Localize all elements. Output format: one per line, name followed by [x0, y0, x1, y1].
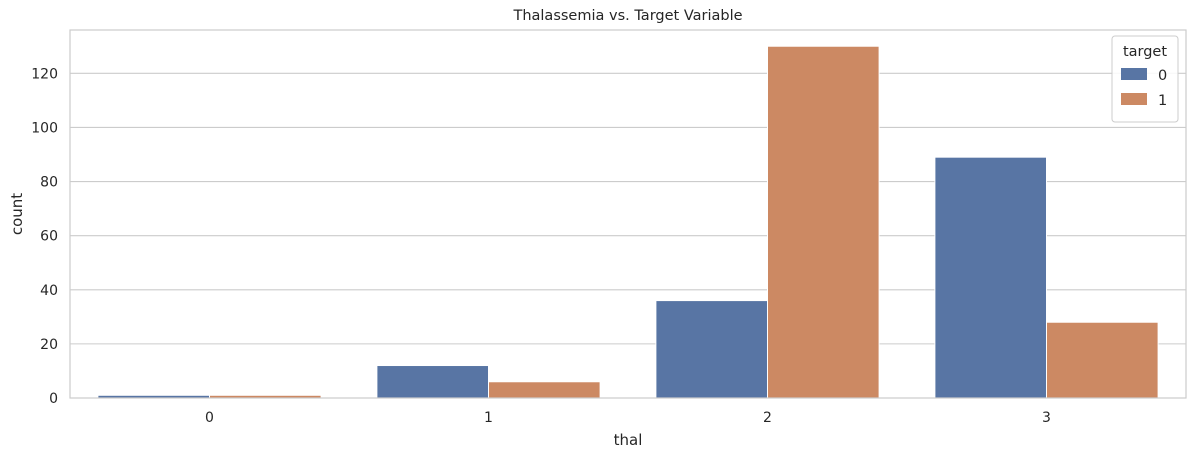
legend-items: 01: [1121, 68, 1167, 109]
x-tick-label: 2: [763, 410, 772, 426]
legend-swatch: [1121, 68, 1147, 80]
y-tick-label: 60: [40, 229, 58, 245]
y-tick-label: 0: [49, 391, 58, 407]
y-tick-label: 120: [31, 66, 58, 82]
bar: [376, 365, 489, 399]
bars: [97, 45, 1159, 399]
legend-title: target: [1123, 44, 1167, 60]
chart-title: Thalassemia vs. Target Variable: [512, 8, 742, 24]
y-axis-label: count: [8, 193, 26, 235]
x-tick-label: 3: [1042, 410, 1051, 426]
x-tick-label: 1: [484, 410, 493, 426]
y-tick-label: 40: [40, 283, 58, 299]
x-tick-labels: 0 1 2 3: [205, 410, 1051, 426]
bar: [488, 381, 601, 399]
y-tick-label: 20: [40, 337, 58, 353]
bar: [655, 300, 769, 399]
bar: [934, 156, 1048, 399]
y-tick-label: 100: [31, 120, 58, 136]
x-axis-label: thal: [614, 431, 643, 449]
legend-label: 1: [1158, 93, 1167, 109]
legend: target 01: [1111, 35, 1179, 123]
plot-frame: [69, 29, 1187, 399]
bar: [1046, 321, 1159, 399]
legend-label: 0: [1158, 68, 1167, 84]
y-tick-label: 80: [40, 175, 58, 191]
legend-swatch: [1121, 93, 1147, 105]
x-tick-label: 0: [205, 410, 214, 426]
y-tick-labels: 0 20 40 60 80 100 120: [31, 66, 58, 407]
gridlines: [70, 72, 1186, 399]
bar: [767, 45, 880, 399]
